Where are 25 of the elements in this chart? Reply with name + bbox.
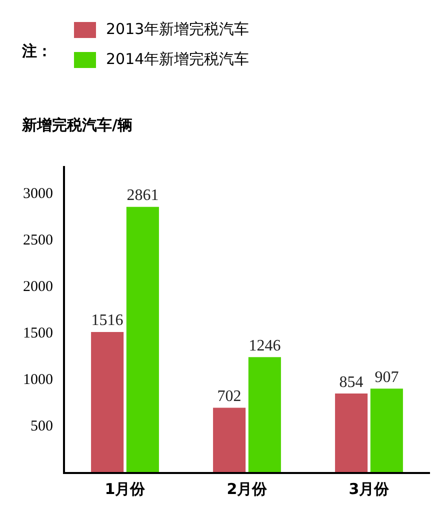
y-tick-label: 2500 (23, 232, 53, 248)
data-label: 1246 (248, 337, 281, 354)
data-label: 702 (217, 388, 242, 405)
bar (248, 357, 281, 473)
data-label: 2861 (126, 187, 159, 204)
y-tick-label: 2000 (23, 278, 53, 295)
bar (213, 408, 246, 473)
bar (370, 388, 403, 473)
y-tick-label: 500 (30, 418, 53, 434)
y-tick-label: 1000 (23, 372, 53, 388)
data-label: 854 (339, 374, 364, 391)
legend-label: 2013年新增完税汽车 (106, 20, 250, 39)
bar (91, 332, 124, 473)
y-tick-label: 3000 (23, 186, 53, 202)
x-tick-label: 2月份 (226, 480, 268, 498)
bar (126, 206, 159, 473)
data-label: 1516 (91, 312, 124, 330)
data-label: 907 (374, 368, 399, 386)
legend-title: 注： (22, 42, 52, 61)
x-tick-label: 3月份 (348, 480, 390, 498)
legend-label: 2014年新增完税汽车 (106, 50, 250, 69)
bar (335, 394, 368, 473)
y-axis-title: 新增完税汽车/辆 (22, 116, 132, 135)
y-tick-label: 1500 (23, 325, 53, 342)
x-tick-label: 1月份 (104, 480, 146, 498)
